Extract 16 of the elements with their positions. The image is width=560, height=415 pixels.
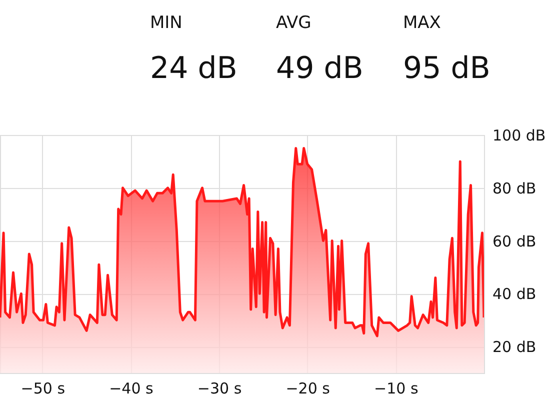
text: 24 dB <box>150 51 238 86</box>
x-tick-label: −20 s <box>286 380 330 398</box>
text: MAX <box>403 13 442 33</box>
x-tick-label: −30 s <box>197 380 242 398</box>
y-tick-label: 40 dB <box>492 285 536 304</box>
x-tick-label: −10 s <box>374 380 418 398</box>
x-tick-label: −50 s <box>20 380 66 398</box>
x-tick-label: −40 s <box>109 380 154 398</box>
y-tick-label: 60 dB <box>492 232 536 250</box>
text: 95 dB <box>403 51 490 86</box>
y-tick-label: 20 dB <box>492 338 536 356</box>
text: 49 dB <box>276 51 364 86</box>
text: MIN <box>150 13 182 33</box>
y-tick-label: 100 dB <box>492 126 546 144</box>
text: AVG <box>276 13 312 33</box>
y-tick-label: 80 dB <box>492 179 536 198</box>
